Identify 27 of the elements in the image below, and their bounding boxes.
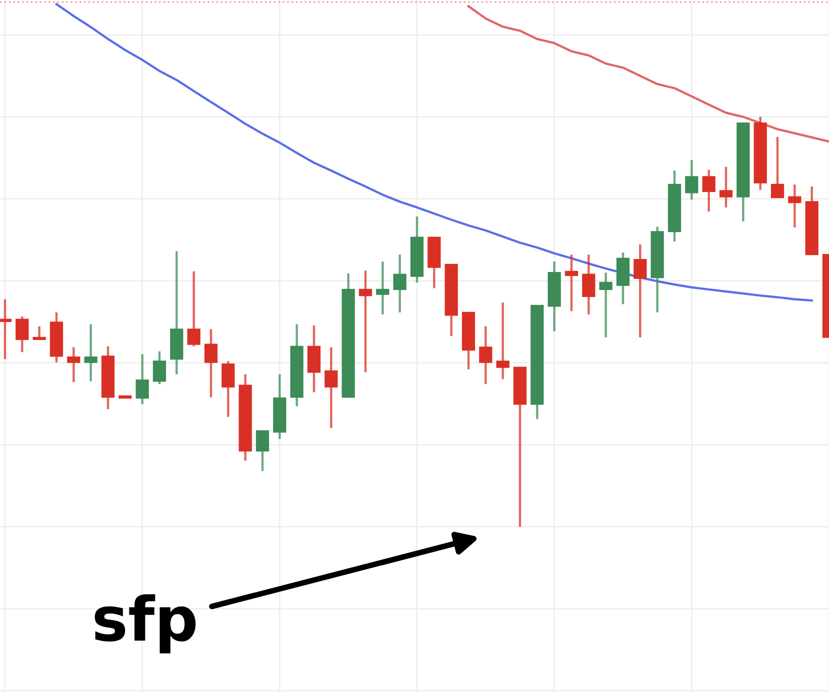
candlestick: [599, 272, 612, 338]
candlestick: [719, 166, 733, 209]
candlestick: [358, 269, 372, 374]
candlestick: [324, 346, 338, 430]
candlestick: [702, 168, 716, 213]
candlestick: [204, 328, 218, 398]
candlestick: [0, 298, 12, 360]
candlestick: [67, 346, 80, 384]
candlestick: [222, 360, 235, 418]
candlestick: [84, 323, 98, 382]
candlestick: [187, 270, 200, 348]
candlestick: [152, 350, 166, 386]
candlestick: [582, 253, 596, 316]
candlestick: [376, 260, 390, 316]
text: sfp: [94, 594, 196, 654]
candlestick: [788, 183, 802, 229]
candlestick: [634, 243, 647, 338]
candlestick: [393, 253, 406, 314]
candlestick: [564, 253, 578, 312]
candlestick: [496, 301, 510, 380]
candlestick: [136, 353, 149, 406]
candlestick: [770, 136, 784, 199]
candlestick: [16, 315, 29, 354]
candlestick: [32, 325, 46, 341]
candlestick: [256, 430, 270, 472]
candlestick: [685, 158, 698, 201]
candlestick: [479, 325, 492, 386]
